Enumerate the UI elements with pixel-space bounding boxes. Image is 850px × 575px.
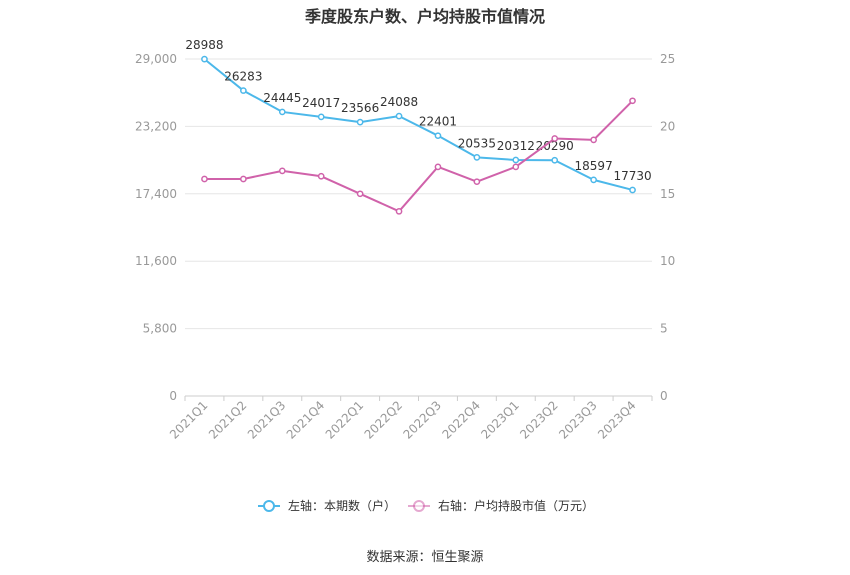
x-tick-label: 2021Q2: [206, 398, 250, 442]
data-label: 24445: [263, 91, 301, 105]
data-label: 17730: [613, 169, 651, 183]
data-label: 23566: [341, 101, 379, 115]
data-point: [278, 108, 286, 116]
data-point: [629, 186, 636, 194]
data-point: [201, 55, 208, 63]
data-label: 20290: [536, 139, 574, 153]
x-tick-label: 2022Q1: [323, 398, 367, 442]
data-point: [551, 135, 559, 142]
x-tick-label: 2022Q3: [401, 398, 445, 442]
x-tick-label: 2023Q2: [517, 398, 561, 442]
data-point: [590, 176, 597, 184]
y-left-tick-label: 23,200: [135, 119, 177, 133]
legend-label: 左轴：本期数（户）: [288, 498, 396, 513]
data-point: [590, 136, 597, 144]
x-tick-label: 2022Q4: [439, 398, 483, 442]
y-right-tick-label: 5: [660, 322, 668, 336]
data-point: [278, 167, 286, 175]
data-point: [629, 97, 636, 105]
data-label: 20312: [497, 139, 535, 153]
y-right-tick-label: 15: [660, 187, 675, 201]
chart-title: 季度股东户数、户均持股市值情况: [304, 7, 545, 26]
data-point: [551, 156, 559, 164]
x-tick-label: 2023Q1: [478, 398, 522, 442]
data-label: 20535: [458, 136, 496, 150]
y-left-tick-label: 0: [169, 389, 177, 403]
data-point: [240, 175, 247, 183]
data-point: [434, 132, 442, 140]
x-tick-label: 2021Q4: [284, 398, 328, 442]
y-right-tick-label: 0: [660, 389, 668, 403]
x-tick-label: 2021Q3: [245, 398, 289, 442]
data-label: 22401: [419, 115, 457, 129]
data-point: [512, 163, 520, 171]
data-label: 18597: [575, 159, 613, 173]
y-left-tick-label: 11,600: [135, 254, 177, 268]
x-tick-label: 2023Q3: [556, 398, 600, 442]
y-left-tick-label: 5,800: [143, 322, 177, 336]
x-tick-label: 2021Q1: [167, 398, 211, 442]
data-point: [473, 178, 481, 186]
legend-marker-icon: [413, 500, 425, 512]
data-source: 数据来源：恒生聚源: [366, 550, 484, 565]
data-point: [317, 113, 325, 121]
data-point: [356, 190, 364, 198]
series-line-right: [204, 100, 634, 213]
y-right-tick-label: 20: [660, 119, 675, 133]
legend-item-right[interactable]: 右轴：户均持股市值（万元）: [408, 498, 594, 513]
data-point: [395, 112, 403, 120]
x-tick-label: 2022Q2: [362, 398, 406, 442]
legend-marker-icon: [263, 500, 275, 512]
data-point: [434, 163, 442, 171]
data-point: [317, 172, 325, 180]
data-point: [201, 175, 208, 183]
legend-label: 右轴：户均持股市值（万元）: [438, 498, 594, 513]
data-point: [395, 207, 403, 215]
y-left-tick-label: 17,400: [135, 187, 177, 201]
data-point: [240, 87, 247, 94]
series-line-left: [203, 58, 633, 191]
y-left-tick-label: 29,000: [135, 52, 177, 66]
data-point: [473, 154, 481, 161]
data-label: 26283: [224, 70, 262, 84]
legend-item-left[interactable]: 左轴：本期数（户）: [258, 498, 396, 513]
y-right-tick-label: 10: [660, 254, 675, 268]
x-tick-label: 2023Q4: [595, 398, 639, 442]
data-point: [356, 118, 364, 126]
data-point: [512, 156, 520, 164]
data-label: 24017: [302, 96, 340, 110]
data-label: 28988: [185, 38, 223, 52]
data-label: 24088: [380, 95, 418, 109]
y-right-tick-label: 25: [660, 52, 675, 66]
